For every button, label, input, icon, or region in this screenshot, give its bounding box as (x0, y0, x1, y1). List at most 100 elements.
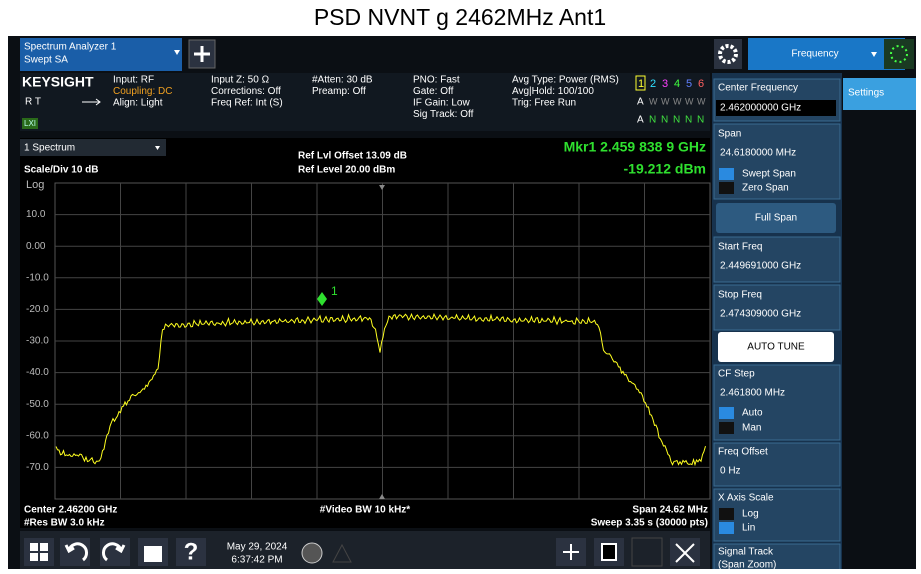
panel-text: Span (718, 129, 741, 140)
panel-text: 24.6180000 MHz (720, 148, 796, 159)
toggle (719, 508, 734, 520)
toggle (719, 422, 734, 434)
undo-icon (64, 542, 88, 562)
trace-number: 3 (662, 78, 668, 90)
panel-text: 0 Hz (720, 466, 741, 477)
trace-detector: N (697, 115, 704, 126)
panel-text: 2.449691000 GHz (720, 261, 801, 272)
cf-step-item (713, 364, 841, 441)
busy-button[interactable] (884, 39, 914, 69)
panel-text: (Span Zoom) (718, 560, 776, 569)
menu-button[interactable] (748, 38, 905, 70)
windows-icon (30, 543, 48, 561)
y-label: 10.0 (26, 209, 46, 220)
x-axis-scale-item (713, 488, 841, 542)
title: PSD NVNT g 2462MHz Ant1 (314, 4, 606, 30)
windows-button[interactable] (24, 538, 54, 566)
info-text: Gate: Off (413, 86, 454, 97)
dropdown-arrow (174, 50, 180, 55)
marker-freq: Mkr1 2.459 838 9 GHz (564, 139, 706, 155)
panel-text: Auto (742, 408, 763, 419)
info-text: IF Gain: Low (413, 98, 470, 109)
center: Center 2.46200 GHz (24, 505, 117, 516)
y-label: -50.0 (26, 399, 49, 410)
panel-text: 2.474309000 GHz (720, 309, 801, 320)
tab[interactable] (20, 38, 182, 71)
info-text: #Atten: 30 dB (312, 75, 373, 86)
panel-text: Stop Freq (718, 290, 762, 301)
file-icon (144, 546, 162, 562)
help-button[interactable] (176, 538, 206, 566)
y-label: -60.0 (26, 430, 49, 441)
auto-tune-button[interactable] (718, 332, 834, 362)
lxi: LXI (24, 119, 36, 128)
panel-text: Signal Track (718, 547, 774, 558)
panel-text: Full Span (755, 213, 797, 224)
toggle (719, 407, 734, 419)
toolbar-icons (563, 543, 695, 563)
trace-detector: A (637, 115, 644, 126)
panel-text: Swept Span (742, 169, 796, 180)
rf-icon (82, 98, 101, 106)
trace-detector: N (661, 115, 668, 126)
span-item (713, 123, 841, 200)
marker (317, 292, 327, 306)
info-text: Sig Track: Off (413, 109, 474, 120)
gear-icon (718, 44, 738, 64)
trace-type: W (661, 96, 670, 106)
panel-text: Zero Span (742, 183, 789, 194)
panel-text: 2.461800 MHz (720, 388, 785, 399)
info-text: Coupling: DC (113, 86, 172, 97)
settings-tab[interactable] (843, 78, 916, 110)
warning-icon (332, 543, 352, 563)
dropdown-arrow (871, 52, 877, 57)
trace-type: W (649, 96, 658, 106)
brand: KEYSIGHT (22, 74, 94, 90)
panel-text: Lin (742, 523, 755, 534)
plus-icon (194, 46, 210, 62)
window-label: 1 Spectrum (24, 143, 75, 154)
trace-number: 4 (674, 78, 680, 90)
trace-detector: N (649, 115, 656, 126)
trace-type: A (637, 97, 644, 108)
toggle (719, 168, 734, 180)
stop-freq-item (713, 284, 841, 331)
window-tab[interactable] (20, 139, 166, 156)
trace-detector: N (673, 115, 680, 126)
toggle (719, 522, 734, 534)
busy-icon (890, 45, 908, 63)
y-label: -10.0 (26, 272, 49, 283)
date: May 29, 2024 (227, 542, 288, 553)
info-text: Avg|Hold: 100/100 (512, 86, 594, 97)
sweep: Sweep 3.35 s (30000 pts) (591, 518, 708, 529)
marker-amp: -19.212 dBm (624, 161, 706, 177)
message-icon[interactable] (301, 542, 323, 564)
trace-detector: N (685, 115, 692, 126)
y-label: -40.0 (26, 367, 49, 378)
panel-text: AUTO TUNE (747, 342, 805, 353)
panel-text: 2.462000000 GHz (720, 103, 801, 114)
panel-text: Log (742, 509, 759, 520)
freq-offset-item (713, 442, 841, 487)
trace-type: W (673, 96, 682, 106)
trace-box (635, 75, 646, 91)
info-text: Input: RF (113, 75, 154, 86)
info-text: Input Z: 50 Ω (211, 75, 270, 86)
dropdown-arrow (155, 146, 160, 150)
redo-icon (102, 542, 126, 562)
offset: Ref Lvl Offset 13.09 dB (298, 151, 407, 162)
panel-text: X Axis Scale (718, 493, 774, 504)
y-label: -30.0 (26, 336, 49, 347)
grid-button[interactable] (631, 537, 663, 567)
full-span-button[interactable] (716, 203, 836, 233)
res-bw: #Res BW 3.0 kHz (24, 518, 105, 529)
info-text: Freq Ref: Int (S) (211, 98, 283, 109)
y-label: -20.0 (26, 304, 49, 315)
panel-text: Start Freq (718, 242, 762, 253)
info-text: Avg Type: Power (RMS) (512, 75, 619, 86)
trace-number: 5 (686, 78, 692, 90)
y-label: -70.0 (26, 462, 49, 473)
value-box (716, 100, 836, 116)
trace-number: 6 (698, 78, 704, 90)
